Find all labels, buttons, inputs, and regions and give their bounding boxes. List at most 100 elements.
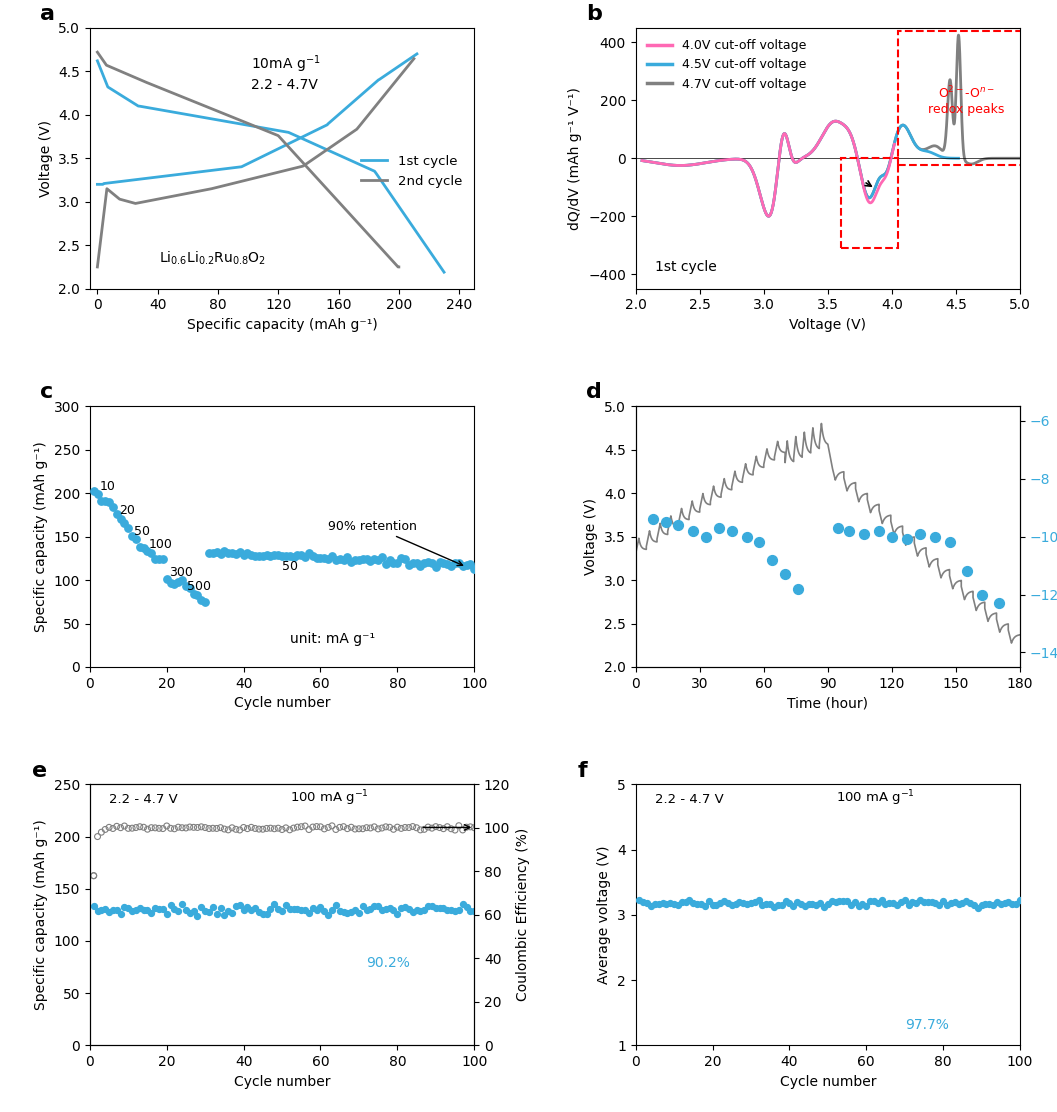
Point (678, 893, 694, 911)
Point (789, 893, 805, 911)
Point (166, 820, 183, 837)
Point (342, 553, 359, 570)
Point (270, 900, 286, 917)
Point (154, 900, 171, 917)
Point (415, 821, 432, 838)
Point (385, 901, 402, 919)
Point (128, 901, 145, 919)
Point (889, 896, 906, 914)
Point (408, 554, 425, 572)
Point (274, 547, 291, 565)
Point (119, 820, 136, 837)
Point (239, 544, 256, 562)
Point (150, 820, 167, 837)
Point (710, 519, 727, 537)
Point (412, 557, 429, 575)
Point (204, 545, 221, 563)
Point (885, 894, 902, 912)
Point (931, 896, 948, 914)
Point (358, 818, 375, 836)
Point (716, 892, 733, 910)
Text: 50: 50 (282, 559, 298, 573)
Point (662, 894, 679, 912)
Point (412, 821, 429, 838)
Point (124, 902, 141, 920)
Point (458, 818, 475, 836)
Text: d: d (586, 383, 601, 403)
Point (173, 818, 190, 836)
Point (300, 821, 317, 838)
Point (920, 893, 937, 911)
Point (412, 902, 429, 920)
Point (339, 904, 356, 922)
Point (208, 905, 225, 923)
Point (339, 548, 356, 566)
Point (884, 528, 901, 546)
Text: 1st cycle: 1st cycle (655, 260, 717, 275)
Point (645, 510, 662, 528)
Text: Li$_{0.6}$Li$_{0.2}$Ru$_{0.8}$O$_2$: Li$_{0.6}$Li$_{0.2}$Ru$_{0.8}$O$_2$ (159, 249, 266, 267)
Point (328, 821, 345, 838)
Point (435, 820, 452, 837)
Point (224, 818, 241, 836)
Point (847, 893, 864, 911)
Point (231, 543, 248, 560)
Point (128, 818, 145, 836)
Point (304, 818, 321, 836)
Text: 100: 100 (148, 538, 172, 550)
Point (328, 550, 345, 568)
Point (189, 906, 206, 924)
Point (178, 577, 194, 595)
Point (162, 896, 179, 914)
Point (697, 896, 713, 914)
Point (86, 897, 103, 915)
Point (266, 895, 283, 913)
Point (439, 817, 456, 835)
Text: 10: 10 (99, 480, 115, 494)
Point (854, 895, 871, 913)
Point (173, 572, 190, 589)
Point (377, 818, 394, 836)
Point (396, 898, 413, 916)
Text: 90.2%: 90.2% (367, 956, 410, 970)
Point (112, 905, 129, 923)
Point (389, 905, 406, 923)
Point (258, 905, 275, 923)
Point (239, 820, 256, 837)
Point (927, 894, 944, 912)
Point (89, 902, 106, 920)
Point (965, 895, 982, 913)
Point (108, 506, 125, 524)
Point (143, 904, 160, 922)
Point (816, 897, 833, 915)
Point (312, 818, 329, 836)
Point (704, 896, 721, 914)
Point (112, 818, 129, 836)
Point (666, 895, 683, 913)
Point (281, 900, 298, 917)
Point (408, 901, 425, 919)
Point (185, 818, 202, 836)
Point (204, 820, 221, 837)
Point (93, 901, 110, 919)
Point (781, 894, 798, 912)
Point (281, 547, 298, 565)
Point (246, 547, 263, 565)
Point (396, 550, 413, 568)
Point (657, 513, 674, 530)
Point (131, 538, 148, 556)
Point (450, 901, 467, 919)
Point (898, 530, 915, 548)
Point (762, 895, 779, 913)
Point (731, 893, 748, 911)
Point (638, 894, 655, 912)
Point (427, 898, 444, 916)
Point (404, 903, 421, 921)
Point (112, 510, 129, 528)
Point (838, 892, 855, 910)
Point (105, 498, 122, 516)
Point (831, 893, 848, 911)
Point (866, 892, 883, 910)
Point (100, 818, 117, 836)
Point (800, 895, 817, 913)
